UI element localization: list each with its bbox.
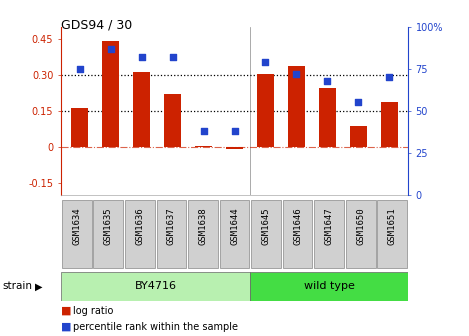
Text: GSM1634: GSM1634 (72, 207, 81, 245)
FancyBboxPatch shape (378, 200, 407, 268)
Point (386, 75, 393, 80)
Text: log ratio: log ratio (73, 306, 113, 316)
FancyBboxPatch shape (93, 200, 123, 268)
Bar (133, 73, 150, 147)
Point (76, 66, 83, 72)
Text: GSM1635: GSM1635 (104, 207, 113, 245)
FancyBboxPatch shape (157, 200, 186, 268)
Point (293, 71, 300, 77)
Text: ■: ■ (61, 322, 71, 332)
Text: GSM1646: GSM1646 (293, 207, 302, 245)
Point (169, 54, 176, 60)
Text: ▶: ▶ (35, 282, 43, 291)
FancyBboxPatch shape (61, 272, 250, 301)
Bar (102, 41, 119, 147)
Point (200, 128, 207, 134)
FancyBboxPatch shape (314, 200, 344, 268)
Text: GSM1644: GSM1644 (230, 207, 239, 245)
Point (138, 54, 145, 60)
FancyBboxPatch shape (250, 272, 408, 301)
FancyBboxPatch shape (346, 200, 376, 268)
Text: strain: strain (2, 282, 32, 291)
FancyBboxPatch shape (219, 200, 250, 268)
FancyBboxPatch shape (62, 200, 91, 268)
Point (262, 59, 269, 65)
Bar (164, 94, 181, 147)
Text: GSM1651: GSM1651 (388, 207, 397, 245)
Bar (319, 88, 336, 147)
Bar (71, 109, 88, 147)
Text: percentile rank within the sample: percentile rank within the sample (73, 322, 238, 332)
FancyBboxPatch shape (188, 200, 218, 268)
Text: GSM1638: GSM1638 (198, 207, 207, 245)
Bar (288, 67, 305, 147)
FancyBboxPatch shape (251, 200, 281, 268)
Text: GSM1650: GSM1650 (356, 207, 365, 245)
FancyBboxPatch shape (283, 200, 312, 268)
Bar (195, 146, 212, 147)
Text: GSM1637: GSM1637 (167, 207, 176, 245)
Bar (257, 74, 274, 147)
Text: GDS94 / 30: GDS94 / 30 (61, 18, 132, 32)
Text: GSM1645: GSM1645 (262, 207, 271, 245)
Point (324, 78, 331, 83)
Bar (381, 102, 398, 147)
Text: GSM1636: GSM1636 (136, 207, 144, 245)
Bar (350, 126, 367, 147)
Point (355, 100, 362, 105)
Point (107, 46, 114, 51)
Text: wild type: wild type (304, 282, 355, 291)
Text: ■: ■ (61, 306, 71, 316)
FancyBboxPatch shape (125, 200, 155, 268)
Bar (226, 147, 243, 149)
Point (231, 128, 238, 134)
Text: GSM1647: GSM1647 (325, 207, 333, 245)
Text: BY4716: BY4716 (135, 282, 177, 291)
